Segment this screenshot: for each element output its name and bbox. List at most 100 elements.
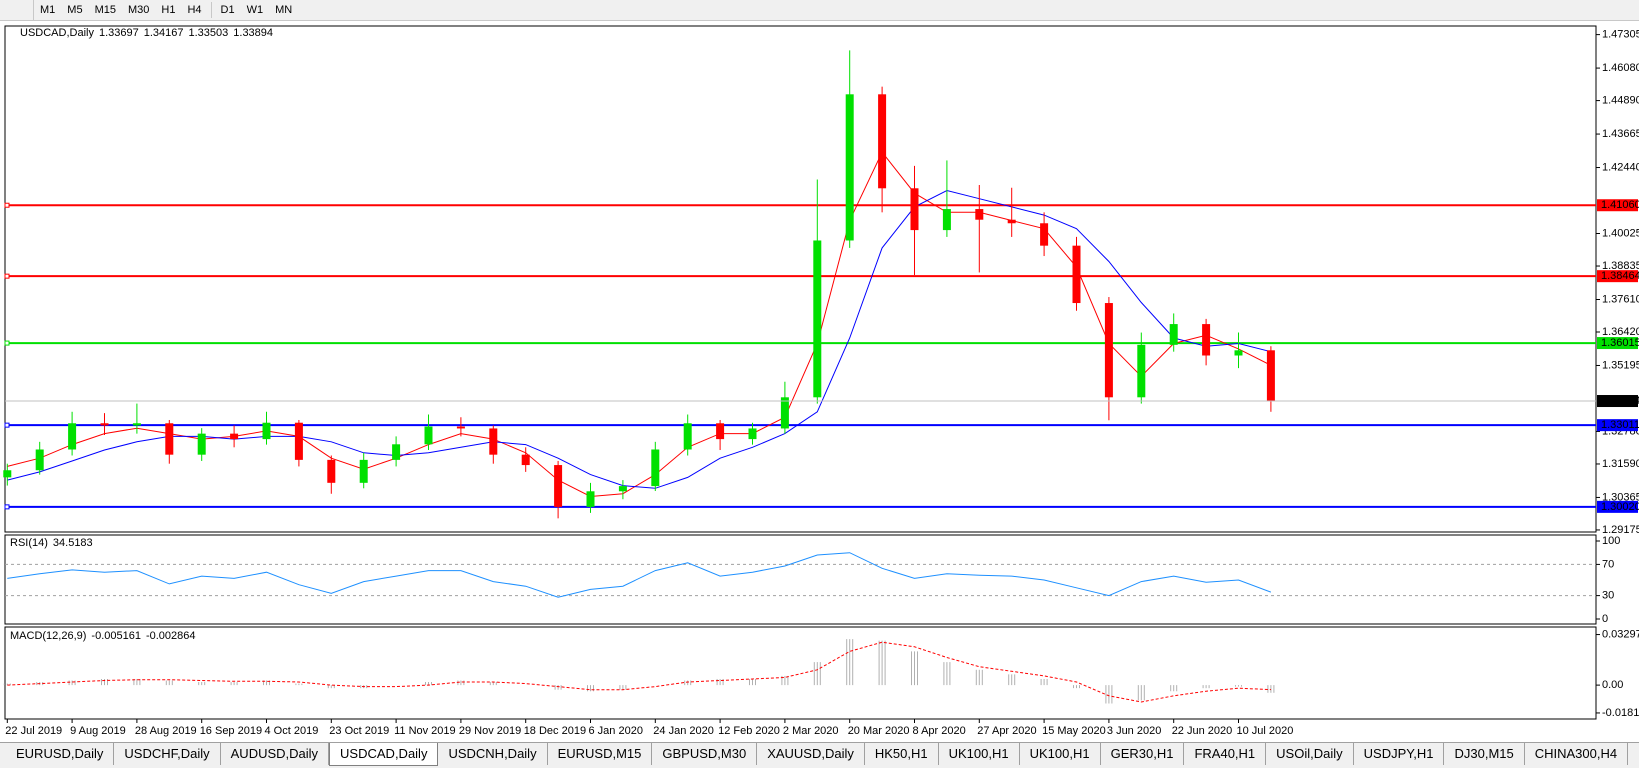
chart-tab[interactable]: USDCNH,Daily: [438, 743, 548, 765]
rsi-name: RSI(14): [10, 537, 48, 549]
high: 1.34167: [144, 27, 184, 39]
level-marker: [4, 202, 10, 208]
x-tick-label: 2 Mar 2020: [783, 725, 839, 737]
candle-body: [132, 423, 141, 426]
candle-body: [1072, 245, 1081, 304]
timeframe-button[interactable]: D1: [220, 4, 235, 16]
level-label: 1.33011: [1601, 419, 1639, 431]
chart-tab[interactable]: AUDUSD,Daily: [221, 743, 330, 765]
level-label: 1.30020: [1601, 501, 1639, 513]
chart-tab[interactable]: EURUSD,Daily: [6, 743, 115, 765]
x-tick-label: 15 May 2020: [1042, 725, 1106, 737]
plot-layer: 1.47305 1.46080 1.44890 1.43665 1.42440 1.400…: [3, 25, 1639, 737]
x-tick-label: 12 Feb 2020: [718, 725, 780, 737]
current-price-label: 1.33894: [1601, 395, 1639, 407]
level-marker: [4, 422, 10, 428]
x-tick-label: 10 Jul 2020: [1237, 725, 1294, 737]
x-tick-label: 22 Jul 2019: [5, 725, 62, 737]
level-label-box: [1597, 270, 1638, 283]
chart-tab[interactable]: USOil,Daily: [1266, 743, 1354, 765]
panel-frame: [4, 626, 1597, 720]
x-tick-label: 29 Nov 2019: [459, 725, 521, 737]
level-label-box: [1597, 419, 1638, 432]
candle-body: [100, 423, 109, 426]
chart-area: 1.47305 1.46080 1.44890 1.43665 1.42440 1.400…: [3, 25, 1639, 737]
low: 1.33503: [189, 27, 229, 39]
chart-tab[interactable]: CHINA300,H4: [1525, 743, 1629, 765]
chart-tab[interactable]: GBPUSD,M30: [652, 743, 758, 765]
y-tick-label: 1.31590: [1602, 458, 1639, 470]
chart-tab[interactable]: GER30,H1: [1101, 743, 1185, 765]
moving-average: [7, 189, 1272, 489]
level-label: 1.38464: [1601, 270, 1639, 282]
rsi-header: RSI(14) 34.5183: [10, 537, 93, 549]
candle-body: [845, 94, 854, 241]
timeframe-button[interactable]: M5: [67, 4, 83, 16]
level-label-box: [1597, 199, 1638, 212]
macd-signal-value: -0.002864: [146, 630, 196, 642]
candle-body: [230, 433, 239, 440]
chart-tab[interactable]: DJ30,M15: [1444, 743, 1525, 765]
chart-tab[interactable]: XAUUSD,Daily: [757, 743, 865, 765]
panel-frame: [4, 25, 1597, 533]
x-tick-label: 3 Jun 2020: [1107, 725, 1161, 737]
x-tick-label: 9 Aug 2019: [70, 725, 126, 737]
chart-tab[interactable]: HK50,H1: [865, 743, 939, 765]
current-price-box: [1597, 395, 1638, 408]
level-label-box: [1597, 500, 1638, 513]
chart-tab[interactable]: USDJPY,H1: [1354, 743, 1445, 765]
y-tick-label: 0.032972: [1602, 628, 1639, 640]
timeframe-button[interactable]: MN: [275, 4, 293, 16]
open: 1.33697: [99, 27, 139, 39]
macd-value: -0.005161: [91, 630, 141, 642]
y-tick-label: 1.29175: [1602, 524, 1639, 536]
timeframe-button[interactable]: M15: [94, 4, 116, 16]
y-tick-label: 1.47305: [1602, 29, 1639, 41]
chart-tabs: EURUSD,Daily USDCHF,Daily AUDUSD,Daily USDC…: [0, 742, 1639, 768]
x-tick-label: 8 Apr 2020: [913, 725, 966, 737]
chart-tab[interactable]: USDCAD,Daily: [329, 743, 439, 766]
x-tick-label: 28 Aug 2019: [135, 725, 197, 737]
candle-body: [780, 397, 789, 429]
candle-body: [1202, 324, 1211, 356]
candle-body: [651, 449, 660, 487]
chart-tab[interactable]: UK100,H1: [1020, 743, 1101, 765]
chart-header: USDCAD,Daily 1.33697 1.34167 1.33503 1.33894: [20, 27, 273, 39]
chart-tab[interactable]: USDCHF,Daily: [114, 743, 221, 765]
candle-body: [521, 454, 530, 466]
y-tick-label: 100: [1602, 535, 1620, 547]
candle-body: [813, 240, 822, 398]
candle-body: [424, 426, 433, 445]
chart-tab[interactable]: UK100,H1: [939, 743, 1020, 765]
timeframe-button[interactable]: W1: [246, 4, 264, 16]
candle-body: [554, 465, 563, 507]
y-tick-label: 1.43665: [1602, 128, 1639, 140]
level-label-box: [1597, 337, 1638, 350]
level-label: 1.36015: [1601, 337, 1639, 349]
y-tick-label: 70: [1602, 558, 1614, 570]
separator: [210, 2, 212, 18]
chart-tab[interactable]: FRA40,H1: [1184, 743, 1267, 765]
candle-body: [1234, 350, 1243, 356]
y-tick-label: 30: [1602, 590, 1614, 602]
x-tick-label: 18 Dec 2019: [524, 725, 586, 737]
candle-body: [1266, 350, 1275, 402]
candle-body: [165, 423, 174, 455]
candle-body: [392, 444, 401, 460]
x-tick-label: 24 Jan 2020: [653, 725, 714, 737]
level-label: 1.41060: [1601, 199, 1639, 211]
toolbar-handle: [0, 0, 34, 21]
timeframe-button[interactable]: H4: [187, 4, 202, 16]
x-tick-label: 23 Oct 2019: [329, 725, 389, 737]
timeframe-button[interactable]: M1: [40, 4, 56, 16]
timeframe-button[interactable]: M30: [127, 4, 150, 16]
x-tick-label: 4 Oct 2019: [265, 725, 319, 737]
macd-header: MACD(12,26,9) -0.005161 -0.002864: [10, 630, 196, 642]
candle-body: [262, 422, 271, 440]
chart-tab[interactable]: EURUSD,M15: [548, 743, 653, 765]
x-tick-label: 16 Sep 2019: [200, 725, 262, 737]
y-tick-label: 1.36420: [1602, 326, 1639, 338]
panel-frame: [4, 534, 1597, 625]
timeframe-button[interactable]: H1: [161, 4, 176, 16]
